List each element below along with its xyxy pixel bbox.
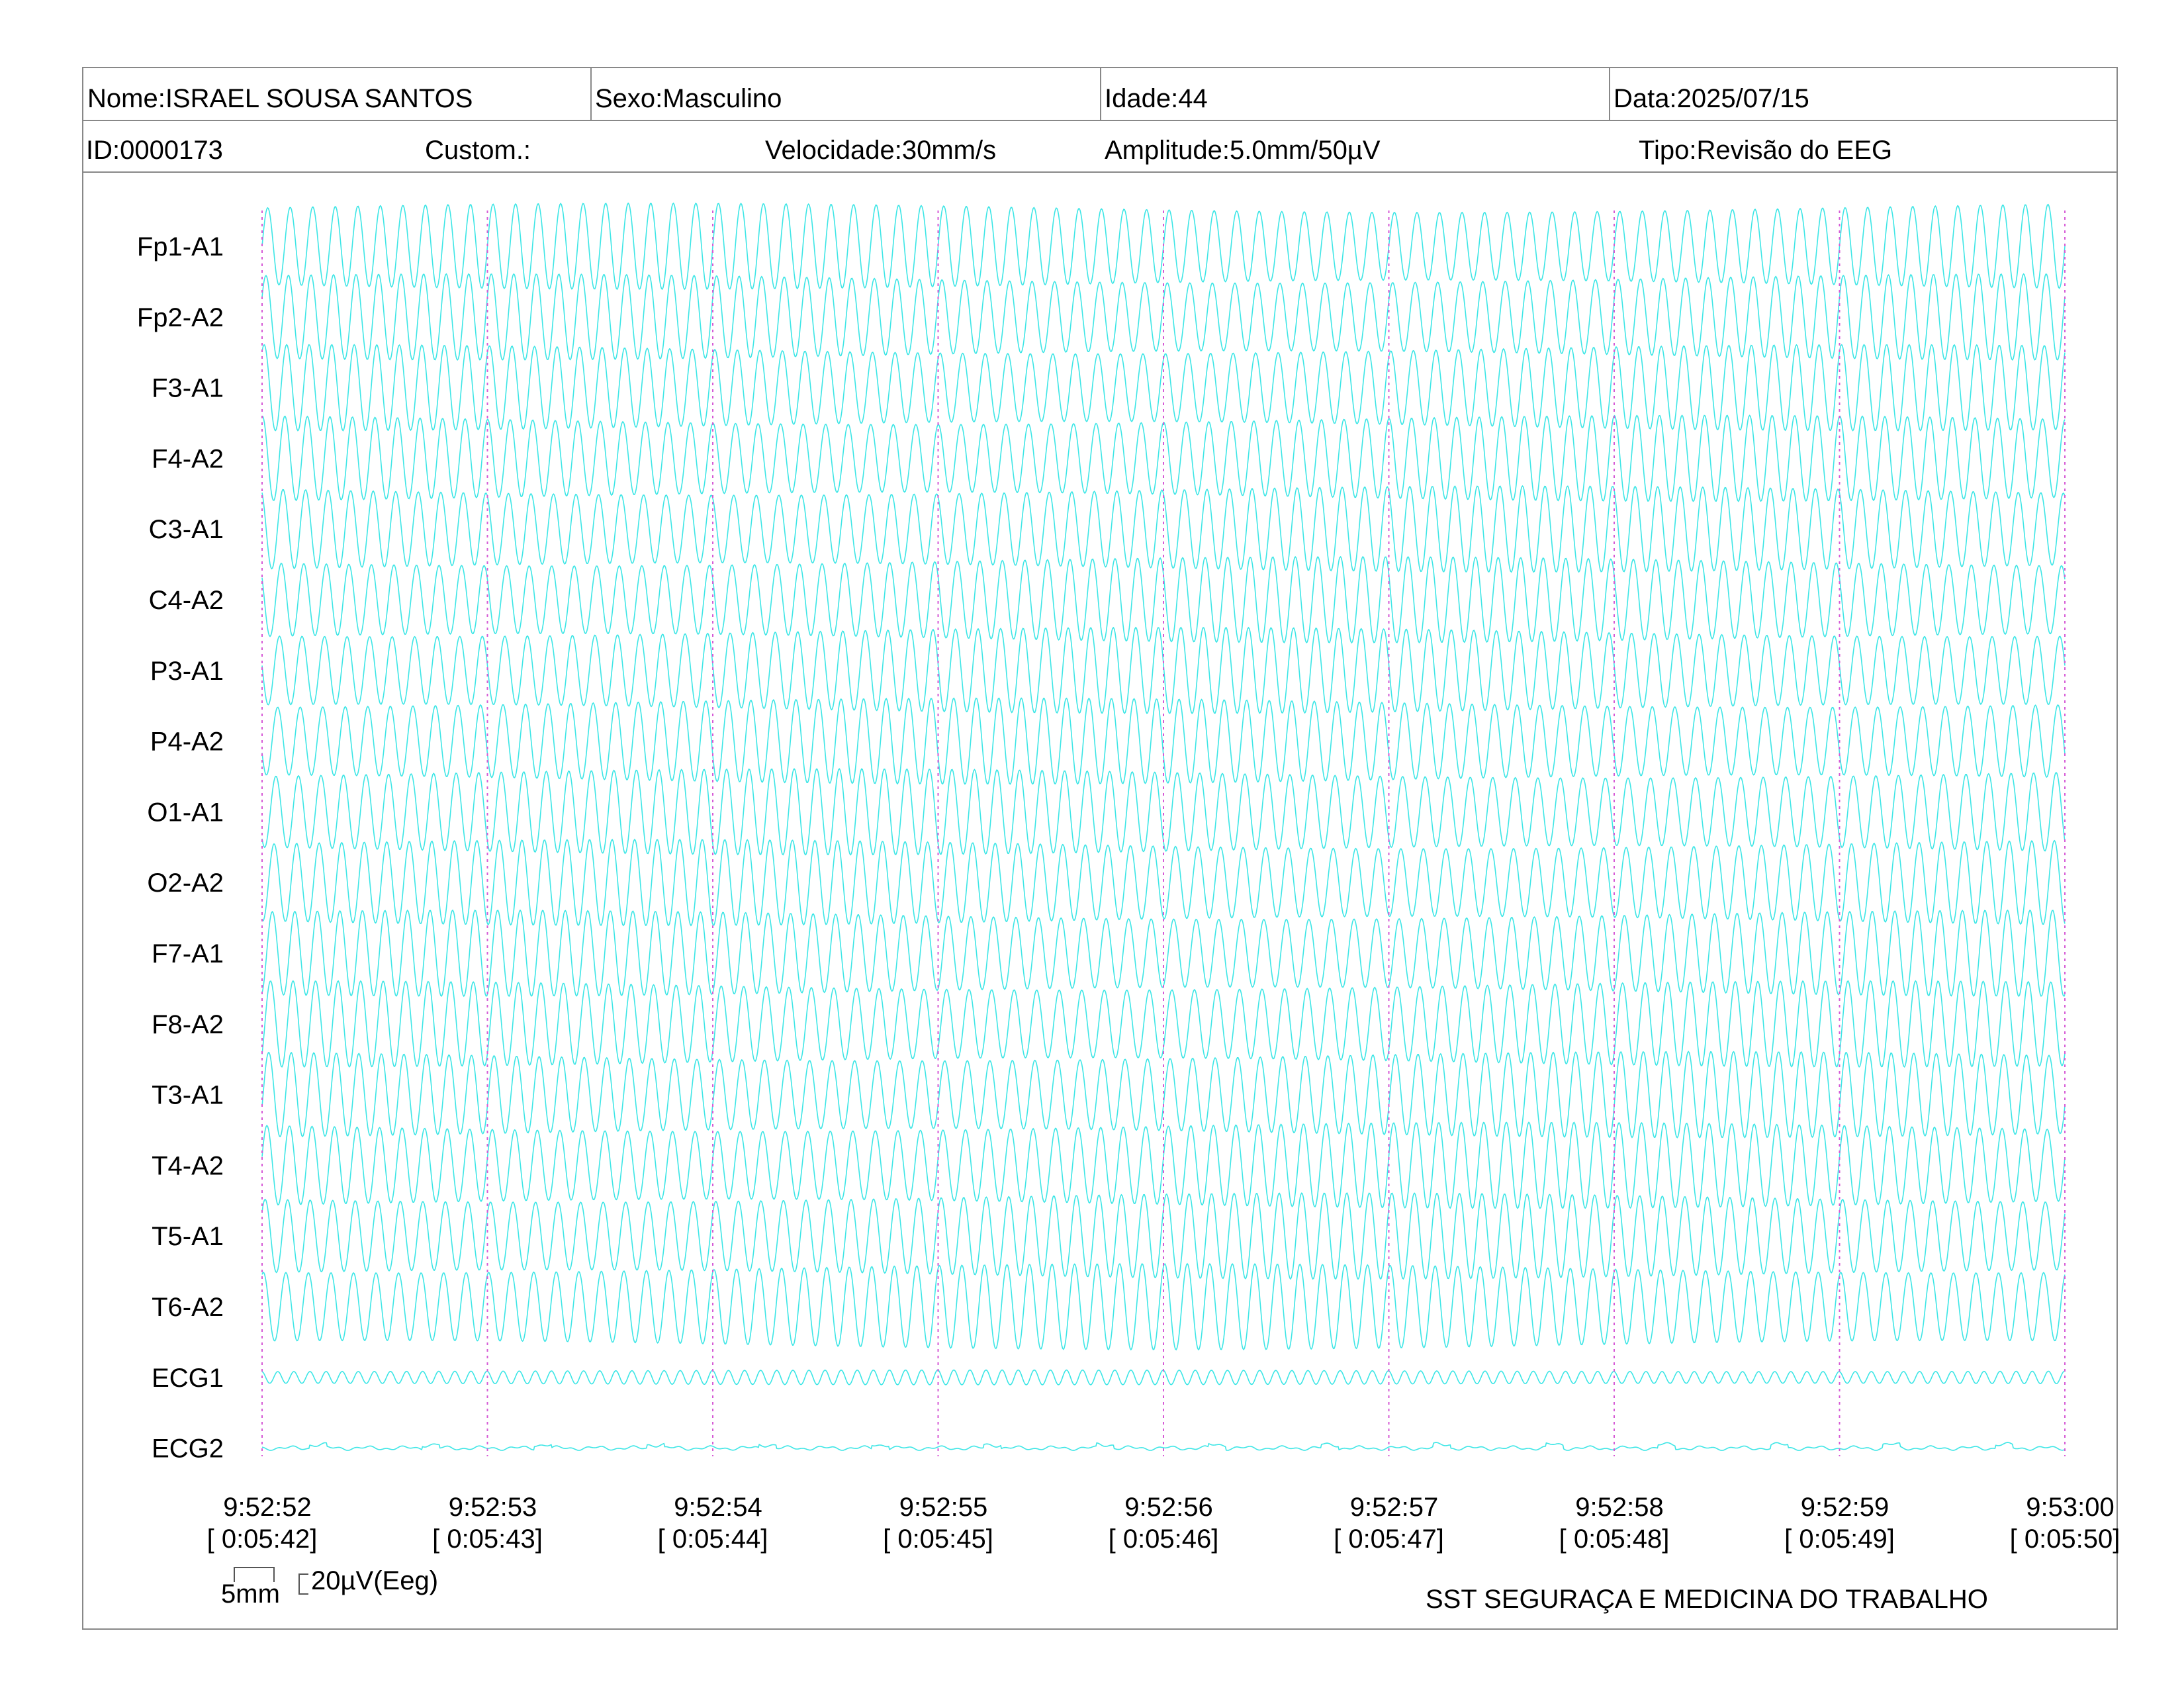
amplitude-scale-bracket [298,1573,308,1595]
header-col-divider [1609,67,1610,120]
elapsed-tick-label: [ 0:05:48] [1559,1524,1670,1554]
channel-label: ECG2 [152,1434,224,1464]
time-tick-label: 9:52:55 [899,1493,987,1522]
channel-label: T4-A2 [152,1151,224,1180]
channel-trace [261,1192,2066,1280]
channel-trace [261,626,2066,714]
channel-trace [261,273,2066,361]
exam-type: Tipo:Revisão do EEG [1639,136,1893,165]
channel-trace [261,1262,2066,1351]
header-divider-1 [82,120,2118,121]
channel-label: Fp1-A1 [137,232,224,261]
channel-trace [261,980,2066,1068]
elapsed-tick-label: [ 0:05:50] [2010,1524,2120,1554]
channel-label: P3-A1 [150,657,224,686]
channel-label: ECG1 [152,1364,224,1393]
amplitude-setting: Amplitude:5.0mm/50µV [1105,136,1381,165]
elapsed-tick-label: [ 0:05:46] [1109,1524,1219,1554]
channel-label: O2-A2 [147,868,224,898]
channel-trace [261,1121,2066,1209]
elapsed-tick-label: [ 0:05:44] [658,1524,768,1554]
header-divider-2 [82,171,2118,173]
channel-trace [261,1442,2066,1451]
channel-label: P4-A2 [150,727,224,757]
channel-trace [261,485,2066,573]
header-col-divider [590,67,592,120]
elapsed-tick-label: [ 0:05:45] [883,1524,993,1554]
channel-trace [261,414,2066,502]
amplitude-scale-label: 20µV(Eeg) [311,1566,439,1595]
patient-sex: Sexo:Masculino [595,84,782,113]
time-tick-label: 9:52:56 [1124,1493,1212,1522]
exam-date: Data:2025/07/15 [1614,84,1809,113]
time-tick-label: 9:52:53 [449,1493,537,1522]
header-col-divider [1100,67,1101,120]
patient-age: Idade:44 [1105,84,1208,113]
channel-label: T6-A2 [152,1293,224,1322]
time-tick-label: 9:52:57 [1350,1493,1438,1522]
time-tick-label: 9:52:52 [223,1493,311,1522]
speed-setting: Velocidade:30mm/s [765,136,997,165]
footer-company: SST SEGURAÇA E MEDICINA DO TRABALHO [1426,1585,1988,1614]
channel-label: F7-A1 [152,939,224,968]
time-tick-label: 9:52:58 [1575,1493,1663,1522]
channel-trace [261,344,2066,432]
channel-label: T3-A1 [152,1081,224,1110]
time-tick-label: 9:52:54 [674,1493,762,1522]
patient-name: Nome:ISRAEL SOUSA SANTOS [87,84,473,113]
channel-label: F4-A2 [152,444,224,473]
channel-label: C4-A2 [149,586,224,615]
elapsed-tick-label: [ 0:05:42] [207,1524,318,1554]
channel-label: F3-A1 [152,374,224,403]
channel-label: O1-A1 [147,798,224,827]
elapsed-tick-label: [ 0:05:43] [432,1524,543,1554]
channel-label: T5-A1 [152,1222,224,1251]
time-scale-label: 5mm [221,1579,280,1609]
patient-id: ID:0000173 [86,136,223,165]
channel-label: F8-A2 [152,1010,224,1039]
channel-trace [261,838,2066,927]
elapsed-tick-label: [ 0:05:49] [1784,1524,1895,1554]
time-scale-bracket [234,1567,275,1582]
custom-field: Custom.: [425,136,531,165]
elapsed-tick-label: [ 0:05:47] [1334,1524,1444,1554]
channel-label: C3-A1 [149,515,224,544]
channel-label: Fp2-A2 [137,303,224,332]
time-tick-label: 9:52:59 [1801,1493,1889,1522]
time-tick-label: 9:53:00 [2026,1493,2114,1522]
